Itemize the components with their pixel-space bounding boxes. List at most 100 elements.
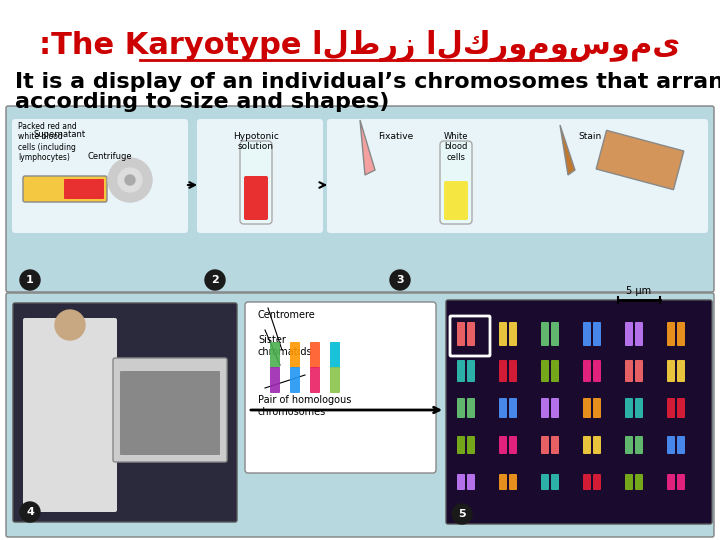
FancyBboxPatch shape bbox=[593, 474, 601, 490]
FancyBboxPatch shape bbox=[12, 119, 188, 233]
FancyBboxPatch shape bbox=[310, 342, 320, 368]
FancyBboxPatch shape bbox=[467, 474, 475, 490]
Text: Centromere: Centromere bbox=[258, 310, 316, 320]
FancyBboxPatch shape bbox=[499, 474, 507, 490]
Circle shape bbox=[20, 270, 40, 290]
FancyBboxPatch shape bbox=[64, 179, 104, 199]
FancyBboxPatch shape bbox=[509, 474, 517, 490]
FancyBboxPatch shape bbox=[593, 436, 601, 454]
FancyBboxPatch shape bbox=[635, 398, 643, 418]
Text: Supernatant: Supernatant bbox=[34, 130, 86, 139]
FancyBboxPatch shape bbox=[467, 360, 475, 382]
Text: according to size and shapes): according to size and shapes) bbox=[15, 92, 390, 112]
FancyBboxPatch shape bbox=[197, 119, 323, 233]
Circle shape bbox=[118, 168, 142, 192]
FancyBboxPatch shape bbox=[23, 176, 107, 202]
FancyBboxPatch shape bbox=[446, 300, 712, 524]
FancyBboxPatch shape bbox=[457, 474, 465, 490]
FancyBboxPatch shape bbox=[551, 474, 559, 490]
FancyBboxPatch shape bbox=[310, 367, 320, 393]
FancyBboxPatch shape bbox=[245, 302, 436, 473]
FancyBboxPatch shape bbox=[667, 436, 675, 454]
Text: :The Karyotype الطرز الكروموسومى: :The Karyotype الطرز الكروموسومى bbox=[40, 30, 680, 62]
FancyBboxPatch shape bbox=[625, 322, 633, 346]
FancyBboxPatch shape bbox=[444, 181, 468, 220]
Circle shape bbox=[55, 310, 85, 340]
FancyBboxPatch shape bbox=[509, 360, 517, 382]
Circle shape bbox=[205, 270, 225, 290]
FancyBboxPatch shape bbox=[667, 360, 675, 382]
Text: 5: 5 bbox=[458, 509, 466, 519]
FancyBboxPatch shape bbox=[330, 367, 340, 393]
FancyBboxPatch shape bbox=[583, 474, 591, 490]
FancyBboxPatch shape bbox=[327, 119, 708, 233]
FancyBboxPatch shape bbox=[6, 293, 714, 537]
FancyBboxPatch shape bbox=[120, 371, 220, 455]
FancyBboxPatch shape bbox=[593, 398, 601, 418]
Text: 2: 2 bbox=[211, 275, 219, 285]
FancyBboxPatch shape bbox=[667, 398, 675, 418]
FancyBboxPatch shape bbox=[625, 398, 633, 418]
Circle shape bbox=[108, 158, 152, 202]
FancyBboxPatch shape bbox=[583, 360, 591, 382]
Text: 5 µm: 5 µm bbox=[626, 286, 652, 296]
Polygon shape bbox=[560, 125, 575, 175]
FancyBboxPatch shape bbox=[541, 474, 549, 490]
FancyBboxPatch shape bbox=[551, 360, 559, 382]
FancyBboxPatch shape bbox=[635, 360, 643, 382]
FancyBboxPatch shape bbox=[270, 367, 280, 393]
FancyBboxPatch shape bbox=[625, 436, 633, 454]
Text: 4: 4 bbox=[26, 507, 34, 517]
FancyBboxPatch shape bbox=[457, 436, 465, 454]
FancyBboxPatch shape bbox=[509, 322, 517, 346]
Circle shape bbox=[125, 175, 135, 185]
FancyBboxPatch shape bbox=[499, 322, 507, 346]
Text: Packed red and
white blood
cells (including
lymphocytes): Packed red and white blood cells (includ… bbox=[18, 122, 77, 162]
FancyBboxPatch shape bbox=[551, 436, 559, 454]
FancyBboxPatch shape bbox=[583, 436, 591, 454]
Polygon shape bbox=[596, 130, 684, 190]
FancyBboxPatch shape bbox=[583, 322, 591, 346]
Circle shape bbox=[20, 502, 40, 522]
Text: 3: 3 bbox=[396, 275, 404, 285]
FancyBboxPatch shape bbox=[457, 360, 465, 382]
Circle shape bbox=[390, 270, 410, 290]
FancyBboxPatch shape bbox=[593, 360, 601, 382]
FancyBboxPatch shape bbox=[440, 141, 472, 224]
FancyBboxPatch shape bbox=[541, 436, 549, 454]
Text: Centrifuge: Centrifuge bbox=[88, 152, 132, 161]
FancyBboxPatch shape bbox=[667, 474, 675, 490]
FancyBboxPatch shape bbox=[541, 360, 549, 382]
Text: White
blood
cells: White blood cells bbox=[444, 132, 468, 162]
FancyBboxPatch shape bbox=[677, 322, 685, 346]
FancyBboxPatch shape bbox=[551, 322, 559, 346]
Polygon shape bbox=[360, 120, 375, 175]
FancyBboxPatch shape bbox=[499, 360, 507, 382]
FancyBboxPatch shape bbox=[457, 322, 465, 346]
Text: Stain: Stain bbox=[578, 132, 601, 141]
FancyBboxPatch shape bbox=[677, 436, 685, 454]
Text: Pair of homologous
chromosomes: Pair of homologous chromosomes bbox=[258, 395, 351, 416]
FancyBboxPatch shape bbox=[113, 358, 227, 462]
FancyBboxPatch shape bbox=[499, 436, 507, 454]
Text: Hypotonic
solution: Hypotonic solution bbox=[233, 132, 279, 151]
FancyBboxPatch shape bbox=[270, 342, 280, 368]
FancyBboxPatch shape bbox=[330, 342, 340, 368]
FancyBboxPatch shape bbox=[677, 474, 685, 490]
Text: 1: 1 bbox=[26, 275, 34, 285]
Text: Fixative: Fixative bbox=[378, 132, 413, 141]
FancyBboxPatch shape bbox=[635, 474, 643, 490]
FancyBboxPatch shape bbox=[240, 141, 272, 224]
FancyBboxPatch shape bbox=[541, 322, 549, 346]
FancyBboxPatch shape bbox=[541, 398, 549, 418]
FancyBboxPatch shape bbox=[583, 398, 591, 418]
FancyBboxPatch shape bbox=[499, 398, 507, 418]
FancyBboxPatch shape bbox=[244, 176, 268, 220]
FancyBboxPatch shape bbox=[667, 322, 675, 346]
FancyBboxPatch shape bbox=[677, 398, 685, 418]
Text: It is a display of an individual’s chromosomes that arranged: It is a display of an individual’s chrom… bbox=[15, 72, 720, 92]
FancyBboxPatch shape bbox=[23, 318, 117, 512]
FancyBboxPatch shape bbox=[635, 436, 643, 454]
FancyBboxPatch shape bbox=[467, 398, 475, 418]
FancyBboxPatch shape bbox=[290, 342, 300, 368]
